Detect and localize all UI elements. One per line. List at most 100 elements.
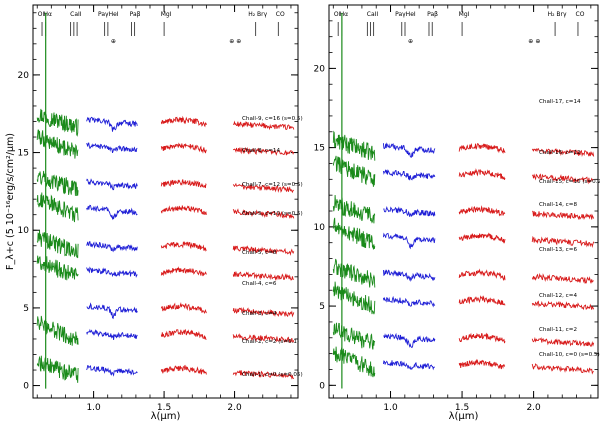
spectrum-K_band (531, 147, 595, 157)
spectrum-K_band (531, 235, 595, 248)
series-label: Chall-5, c=10 (s=0.5) (242, 211, 303, 217)
spectrum-K_band (232, 370, 294, 380)
spectrum-optical (36, 170, 79, 197)
spectrum-H_band (160, 328, 207, 341)
x-tick-label: 1.0 (383, 403, 398, 413)
spectrum-optical (36, 355, 79, 383)
telluric-symbol: ⊕ (408, 38, 413, 45)
x-tick-label: 1.0 (86, 403, 101, 413)
series-label: Chall-2, c=2 (s=0.1) (242, 339, 299, 345)
spectrum-K_band (232, 245, 295, 256)
axes-frame (328, 4, 599, 399)
spectrum-H_band (160, 241, 207, 252)
x-tick-label: 1.5 (157, 403, 171, 413)
y-tick-label: 5 (23, 304, 29, 314)
spectrum-optical (36, 129, 79, 159)
feature-label: MgI (459, 11, 470, 18)
series-label: Chall-16, c=12 (539, 150, 581, 156)
series-label: Chall-12, c=4 (539, 293, 577, 299)
feature-label: CaII (70, 11, 82, 18)
spectrum-optical (36, 230, 79, 259)
series-label: Chall-14, c=8 (539, 202, 577, 208)
spectrum-H_band (458, 358, 506, 370)
spectrum-J_band (86, 116, 138, 132)
feature-label: OI (334, 11, 341, 18)
y-tick-label: 10 (18, 226, 30, 236)
spectrum-optical (332, 194, 376, 224)
y-tick-label: 0 (319, 381, 325, 391)
spectrum-H_band (458, 143, 506, 154)
spectrum-J_band (86, 266, 138, 278)
spectrum-K_band (232, 333, 295, 343)
feature-label: Paβ (427, 11, 438, 18)
series-label: Chall-11, c=2 (539, 327, 577, 333)
series-label: Chall-13, c=6 (539, 247, 577, 253)
spectrum-K_band (531, 336, 595, 348)
axes-frame (32, 4, 299, 399)
y-tick-label: 20 (18, 71, 30, 81)
spectrum-K_band (232, 146, 295, 156)
spectrum-J_band (86, 178, 138, 191)
feature-label: Paβ (130, 11, 141, 18)
spectrum-optical (36, 108, 79, 137)
feature-label: Hα (340, 11, 349, 18)
x-tick-label: 1.5 (455, 403, 469, 413)
feature-label: OI (38, 11, 45, 18)
y-tick-label: 10 (314, 223, 326, 233)
spectrum-J_band (382, 169, 436, 181)
spectrum-optical (332, 130, 376, 161)
series-label: Chall-10, c=0 (s=0.5) (539, 352, 600, 358)
spectrum-H_band (458, 268, 506, 281)
spectrum-K_band (233, 120, 295, 131)
feature-label: MgI (161, 11, 172, 18)
spectrum-H_band (160, 179, 207, 189)
spectrum-K_band (531, 363, 594, 375)
spectrum-H_band (160, 266, 207, 277)
spectrum-H_band (160, 205, 207, 215)
spectrum-K_band (232, 306, 295, 318)
spectrum-K_band (532, 173, 594, 185)
spectrum-J_band (86, 328, 138, 341)
spectrum-J_band (383, 205, 436, 217)
spectrum-optical (332, 155, 376, 187)
feature-label: PaγHeI (395, 11, 416, 18)
panel-left: 1.0 1.5 2.0 0 5 10 15 20 λ(μm) F_λ+c (5 10⁻¹⁶erg/… (5, 4, 303, 421)
series-label: Chall-1, c=0 (s=0.05) (242, 372, 303, 378)
telluric-symbol: ⊕ (111, 38, 116, 45)
spectrum-H_band (458, 232, 506, 244)
spectrum-H_band (458, 168, 506, 180)
series-label: Chall-5, c=8 (242, 250, 277, 256)
spectrum-J_band (86, 365, 138, 377)
y-tick-label: 15 (314, 144, 325, 154)
feature-label: CaII (367, 11, 379, 18)
spectrum-H_band (160, 364, 207, 375)
spectrum-H_band (458, 295, 506, 306)
feature-label: CO (276, 11, 285, 18)
spectrum-J_band (86, 204, 138, 221)
feature-label: PaγHeI (98, 11, 119, 18)
telluric-symbol: ⊕ (229, 38, 234, 45)
spectrum-H_band (458, 205, 506, 217)
spectrum-J_band (86, 142, 138, 154)
feature-label: Hα (43, 11, 52, 18)
y-tick-label: 20 (314, 64, 326, 74)
x-tick-label: 2.0 (526, 403, 541, 413)
spectrum-J_band (86, 302, 138, 320)
x-tick-label: 2.0 (227, 403, 242, 413)
series-label: Chall-17, c=14 (539, 99, 581, 105)
spectrum-J_band (382, 142, 436, 158)
series-label: Chall-9, c=16 (s=0.5) (242, 116, 303, 122)
spectrum-J_band (383, 332, 436, 349)
panel-right: 1.0 1.5 2.0 0 5 10 15 20 λ(μm) OI Hα CaII PaγHeI Paβ M… (314, 4, 600, 421)
x-axis-label: λ(μm) (151, 411, 181, 421)
series-label: Chall-8, c=14 (242, 148, 280, 154)
spectrum-H_band (160, 301, 207, 315)
telluric-symbol: ⊕ (535, 38, 540, 45)
spectrum-K_band (232, 182, 294, 194)
spectrum-H_band (160, 115, 207, 128)
y-tick-label: 0 (23, 382, 29, 392)
spectrum-K_band (232, 271, 294, 282)
spectrum-H_band (160, 142, 207, 154)
y-axis-label: F_λ+c (5 10⁻¹⁶erg/s/cm²/μm) (5, 133, 16, 270)
spectrum-K_band (532, 210, 595, 221)
